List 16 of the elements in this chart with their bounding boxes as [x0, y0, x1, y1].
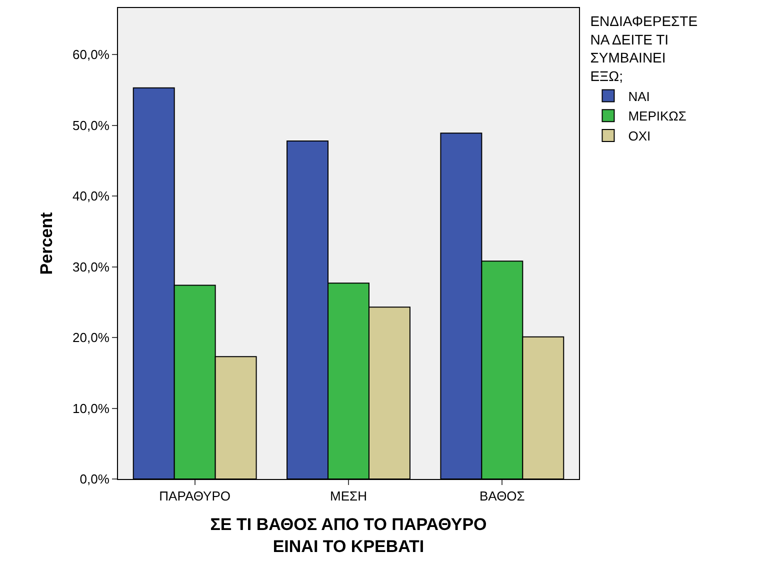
y-tick-label: 10,0%	[72, 400, 110, 416]
legend-label: ΝΑΙ	[628, 88, 650, 104]
legend-title: ΕΝΔΙΑΦΕΡΕΣΤΕ ΝΑ ΔΕΙΤΕ ΤΙ ΣΥΜΒΑΙΝΕΙ ΕΞΩ;	[590, 13, 698, 84]
legend-label: ΜΕΡΙΚΩΣ	[628, 108, 686, 124]
y-tick-label: 60,0%	[72, 47, 110, 62]
y-tick-label: 20,0%	[72, 330, 110, 346]
legend-label: ΟΧΙ	[628, 128, 651, 144]
x-tick-label: ΜΕΣΗ	[330, 488, 367, 504]
y-tick-label: 30,0%	[72, 259, 110, 274]
x-tick-label: ΠΑΡΑΘΥΡΟ	[159, 488, 230, 504]
y-tick-label: 0,0%	[80, 472, 110, 487]
y-tick-label: 50,0%	[72, 118, 110, 133]
y-axis-title: Percent	[37, 212, 56, 275]
x-tick-label: ΒΑΘΟΣ	[480, 488, 525, 504]
y-tick-label: 40,0%	[72, 188, 110, 204]
x-axis-title: ΣΕ ΤΙ ΒΑΘΟΣ ΑΠΟ ΤΟ ΠΑΡΑΘΥΡΟ ΕΙΝΑΙ ΤΟ ΚΡΕΒΑΤΙ	[210, 515, 487, 556]
